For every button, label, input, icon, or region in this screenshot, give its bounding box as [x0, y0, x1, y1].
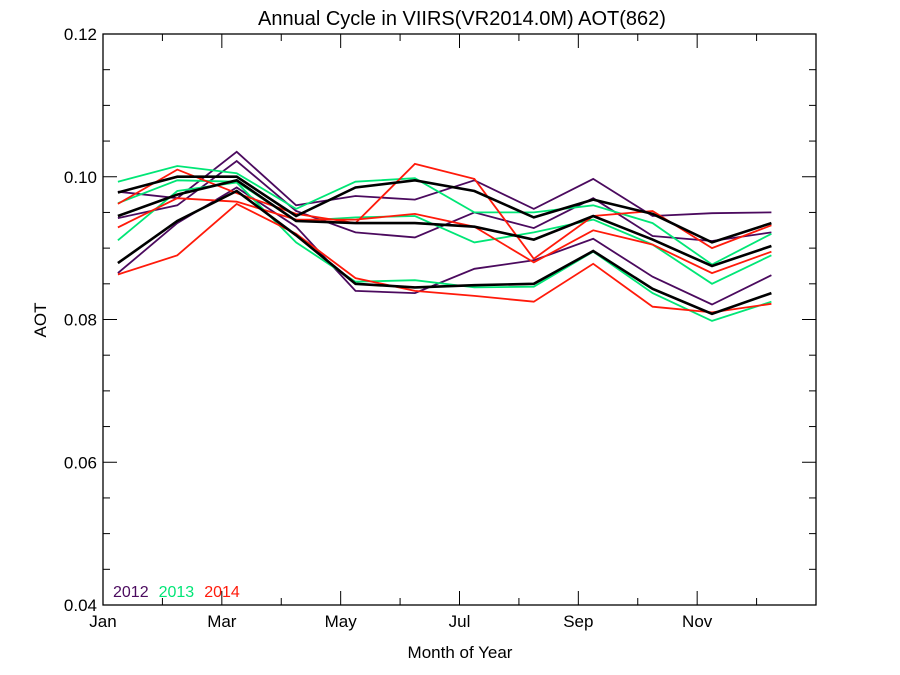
legend: 2012 2013 2014	[113, 584, 240, 601]
x-tick-label: May	[325, 612, 358, 631]
y-tick-label: 0.06	[64, 453, 97, 472]
series-line-12	[117, 189, 772, 316]
legend-entry-2012: 2012	[113, 584, 149, 601]
x-axis: Jan Mar May Jul Sep Nov	[89, 34, 817, 631]
x-tick-label: Mar	[207, 612, 237, 631]
y-tick-label: 0.04	[64, 596, 97, 615]
x-tick-label: Sep	[563, 612, 593, 631]
series-line-3	[117, 186, 772, 306]
y-tick-label: 0.08	[64, 311, 97, 330]
series-line-9	[117, 202, 772, 314]
y-axis: 0.04 0.06 0.08 0.10 0.12	[64, 25, 816, 615]
series-line-10	[117, 175, 772, 244]
x-tick-label: Nov	[682, 612, 713, 631]
y-tick-label: 0.10	[64, 168, 97, 187]
legend-entry-2014: 2014	[204, 584, 240, 601]
series-line-6	[117, 181, 772, 322]
x-tick-label: Jan	[89, 612, 116, 631]
chart-title: Annual Cycle in VIIRS(VR2014.0M) AOT(862…	[258, 8, 666, 30]
x-axis-label: Month of Year	[408, 643, 513, 662]
series-line-11	[117, 178, 772, 268]
series-line-1	[117, 150, 772, 217]
x-tick-label: Jul	[449, 612, 471, 631]
y-axis-label: AOT	[31, 303, 50, 338]
series-line-8	[117, 197, 772, 275]
series-line-4	[117, 165, 772, 266]
legend-entry-2013: 2013	[159, 584, 195, 601]
y-tick-label: 0.12	[64, 25, 97, 44]
series-layer	[117, 150, 772, 322]
series-line-7	[117, 162, 772, 261]
